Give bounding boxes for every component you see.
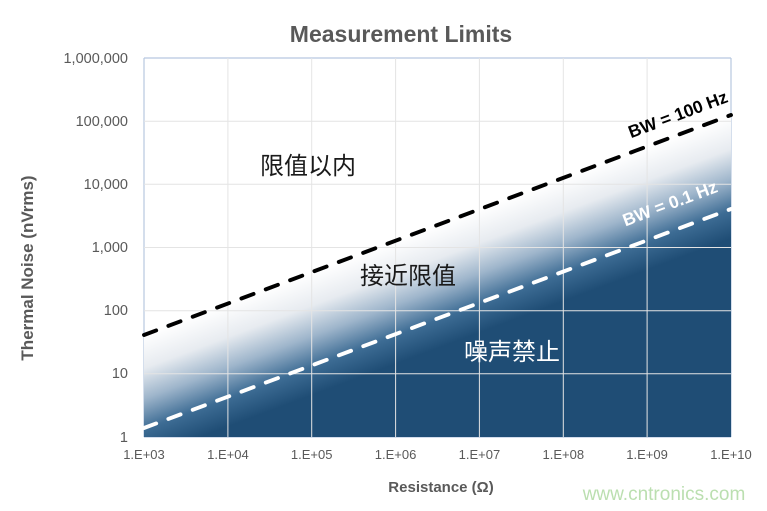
svg-text:1.E+08: 1.E+08 (543, 447, 585, 462)
svg-text:1.E+03: 1.E+03 (123, 447, 165, 462)
svg-text:10: 10 (112, 366, 128, 382)
svg-text:1: 1 (120, 430, 128, 446)
svg-text:1.E+07: 1.E+07 (459, 447, 501, 462)
svg-text:Resistance (Ω): Resistance (Ω) (388, 479, 493, 496)
svg-text:1.E+09: 1.E+09 (626, 447, 668, 462)
svg-text:1.E+04: 1.E+04 (207, 447, 249, 462)
svg-text:100,000: 100,000 (76, 114, 128, 130)
svg-text:1.E+06: 1.E+06 (375, 447, 417, 462)
svg-text:Thermal Noise (nVrms): Thermal Noise (nVrms) (18, 175, 37, 360)
svg-text:100: 100 (104, 303, 128, 319)
svg-text:Measurement Limits: Measurement Limits (290, 21, 512, 47)
svg-text:10,000: 10,000 (84, 177, 128, 193)
svg-text:1,000: 1,000 (92, 240, 128, 256)
svg-text:接近限值: 接近限值 (360, 263, 456, 290)
svg-text:噪声禁止: 噪声禁止 (464, 339, 560, 366)
svg-text:1.E+10: 1.E+10 (710, 447, 752, 462)
svg-text:1,000,000: 1,000,000 (63, 51, 128, 67)
svg-text:限值以内: 限值以内 (260, 153, 356, 180)
svg-text:1.E+05: 1.E+05 (291, 447, 333, 462)
svg-text:www.cntronics.com: www.cntronics.com (582, 484, 746, 505)
